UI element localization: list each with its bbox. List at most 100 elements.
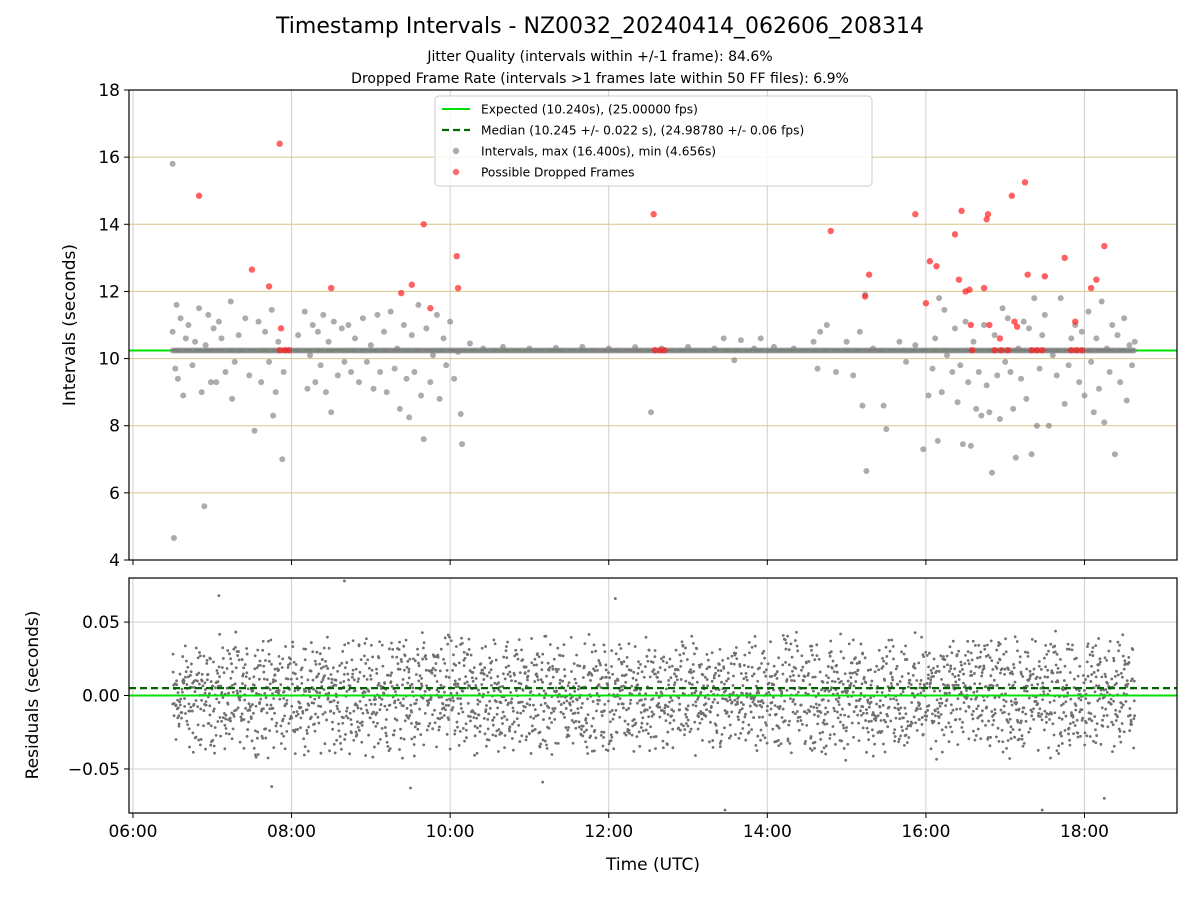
residual-point xyxy=(1014,697,1017,701)
residual-point xyxy=(659,657,663,661)
residual-point xyxy=(1017,707,1021,711)
residual-point xyxy=(182,679,186,683)
residual-point xyxy=(881,665,885,668)
interval-point xyxy=(973,405,980,412)
residual-point xyxy=(807,672,811,675)
residual-point xyxy=(473,753,476,757)
residual-point xyxy=(530,724,534,728)
residual-point xyxy=(854,680,858,683)
residual-point xyxy=(946,663,949,667)
residual-point xyxy=(258,700,262,704)
residual-point xyxy=(1070,711,1073,715)
interval-point xyxy=(196,305,203,312)
residual-point xyxy=(390,671,393,675)
residual-point xyxy=(645,722,649,726)
residual-point xyxy=(380,643,384,647)
top-ytick-label: 8 xyxy=(109,417,120,437)
residual-point xyxy=(896,683,900,686)
residual-point xyxy=(961,730,965,734)
residual-point xyxy=(506,672,510,676)
residual-point xyxy=(902,652,906,656)
residual-point xyxy=(455,720,459,724)
residual-point xyxy=(826,665,830,668)
residual-point xyxy=(645,654,649,658)
residual-point xyxy=(359,707,363,711)
residual-point xyxy=(764,721,767,725)
residual-point xyxy=(550,753,554,756)
residual-point xyxy=(813,658,817,662)
residual-point xyxy=(979,737,983,741)
dropped-frame-point xyxy=(1101,242,1108,250)
residual-point xyxy=(965,695,969,699)
residual-point xyxy=(377,681,381,685)
residual-point xyxy=(536,678,540,682)
residual-point xyxy=(471,679,475,683)
residual-point xyxy=(943,658,947,662)
residual-point xyxy=(1068,738,1071,742)
residual-point xyxy=(1041,698,1044,701)
residual-point xyxy=(231,690,235,694)
interval-point xyxy=(455,348,462,355)
residual-point xyxy=(473,724,477,728)
residual-point xyxy=(412,754,416,758)
residual-point xyxy=(626,722,630,726)
residual-point xyxy=(417,664,421,668)
residual-point xyxy=(1089,679,1093,683)
residual-point xyxy=(637,730,641,734)
residual-point xyxy=(295,710,299,714)
residual-point xyxy=(1086,674,1090,678)
residual-point xyxy=(577,687,580,691)
residual-point xyxy=(1111,750,1114,754)
residual-point xyxy=(1032,707,1035,711)
residual-point xyxy=(617,657,621,661)
residual-point xyxy=(503,677,507,681)
residual-point xyxy=(420,684,424,688)
residual-point xyxy=(819,738,823,741)
residual-point xyxy=(564,689,568,693)
residual-point xyxy=(967,662,971,666)
residual-point xyxy=(973,682,977,686)
residual-point xyxy=(356,680,360,683)
dropped-frame-point xyxy=(865,271,873,278)
residual-point xyxy=(262,664,266,668)
residual-point xyxy=(851,690,855,694)
residual-point xyxy=(995,667,999,670)
residual-point xyxy=(294,663,298,666)
residual-point xyxy=(729,662,733,666)
top-ytick-label: 4 xyxy=(109,551,120,571)
top-ytick-label: 16 xyxy=(98,148,120,168)
residual-point xyxy=(996,661,1000,665)
residual-point xyxy=(915,679,919,682)
residual-point xyxy=(571,741,575,745)
residual-point xyxy=(891,645,895,648)
residual-point xyxy=(350,658,354,662)
residual-point xyxy=(228,716,232,720)
residual-point xyxy=(889,682,893,685)
residual-point xyxy=(1118,729,1122,733)
residual-point xyxy=(1009,699,1013,703)
residual-point xyxy=(898,712,902,715)
residual-point xyxy=(677,696,681,700)
residual-point xyxy=(874,719,878,722)
interval-point xyxy=(169,328,176,335)
residual-point xyxy=(1122,692,1126,695)
residual-point xyxy=(213,726,217,729)
residual-point xyxy=(562,701,566,705)
dropped-frame-point xyxy=(285,346,293,354)
residual-point xyxy=(906,685,910,689)
residual-point xyxy=(438,669,442,673)
residual-point xyxy=(723,709,727,712)
residual-point xyxy=(1086,645,1089,648)
residual-point xyxy=(390,685,394,688)
residual-point xyxy=(204,700,208,704)
residual-point xyxy=(679,659,683,663)
residual-point xyxy=(1011,672,1015,676)
interval-point xyxy=(396,405,403,412)
residual-point xyxy=(915,728,919,732)
residual-point xyxy=(289,677,293,681)
residual-point xyxy=(514,648,518,652)
residual-point xyxy=(413,659,417,663)
residual-point xyxy=(335,738,339,742)
residual-point xyxy=(463,656,467,660)
residual-point xyxy=(700,717,704,721)
